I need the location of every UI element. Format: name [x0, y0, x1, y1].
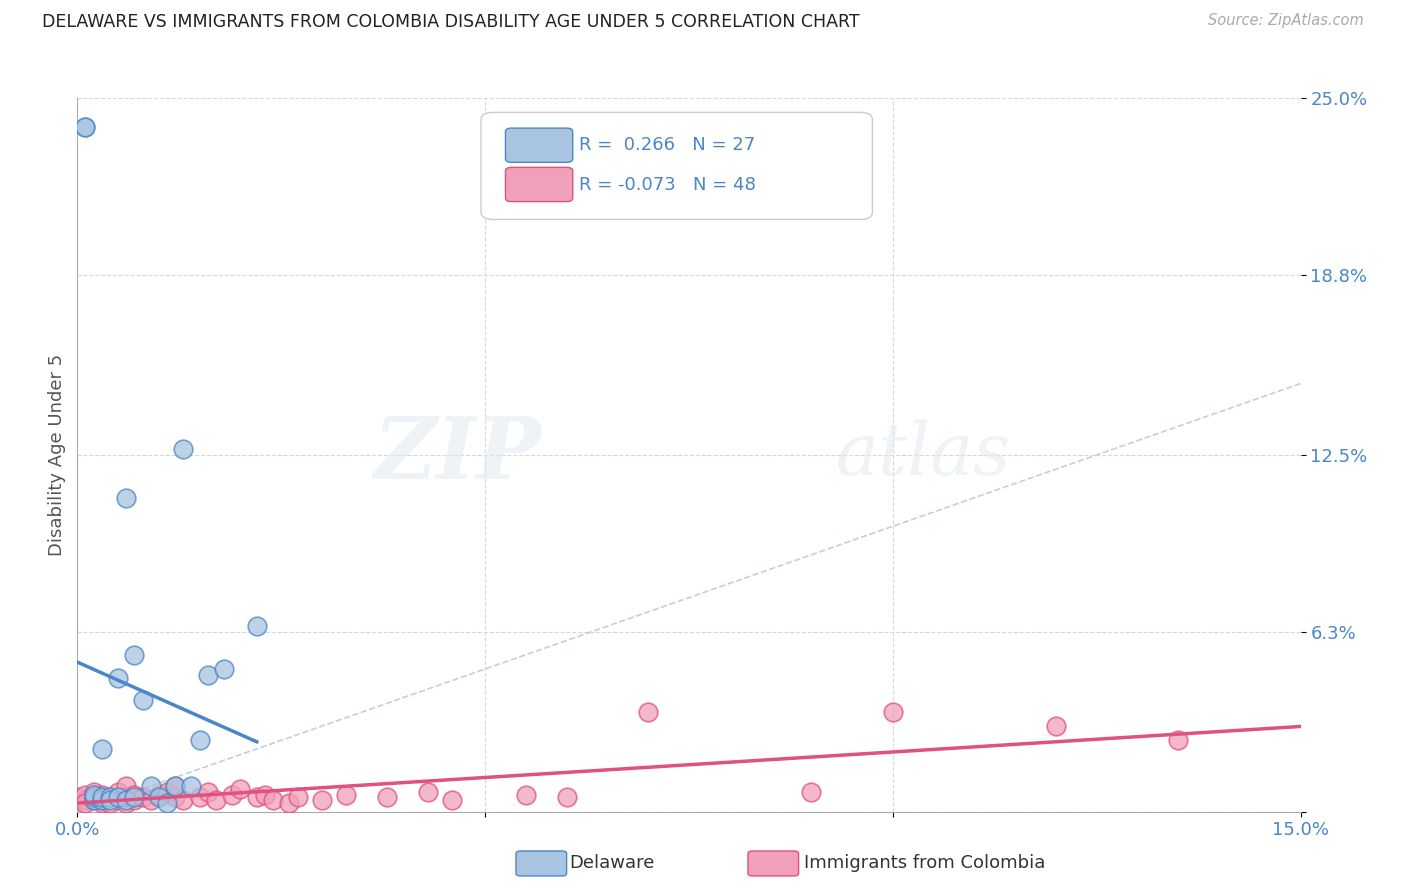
Point [75, 788, 97, 802]
Point [555, 790, 578, 805]
FancyBboxPatch shape [506, 128, 572, 162]
Point [172, 793, 194, 807]
Text: Immigrants from Colombia: Immigrants from Colombia [804, 854, 1046, 871]
Point [90, 793, 112, 807]
Point [115, 491, 138, 505]
Point [83, 788, 105, 802]
Point [83, 788, 105, 802]
Point [98, 793, 121, 807]
Text: Delaware: Delaware [569, 854, 655, 871]
Point [90, 790, 112, 805]
Point [98, 796, 121, 810]
Point [253, 788, 276, 802]
Point [83, 785, 105, 799]
Point [212, 662, 235, 676]
Point [75, 796, 97, 810]
Point [229, 781, 252, 796]
Point [66, 790, 89, 805]
Point [90, 796, 112, 810]
Point [416, 785, 439, 799]
Point [115, 796, 138, 810]
Point [83, 793, 105, 807]
Point [148, 790, 170, 805]
Point [165, 779, 187, 793]
Point [246, 790, 269, 805]
Point [124, 793, 146, 807]
Point [131, 790, 153, 805]
Point [188, 790, 211, 805]
Point [246, 619, 269, 633]
Point [124, 648, 146, 662]
Y-axis label: Disability Age Under 5: Disability Age Under 5 [48, 354, 66, 556]
Point [75, 120, 97, 134]
Point [197, 667, 219, 681]
Point [90, 788, 112, 802]
Point [515, 788, 537, 802]
Point [107, 785, 129, 799]
Point [262, 793, 284, 807]
Point [165, 790, 187, 805]
Point [98, 790, 121, 805]
Point [83, 793, 105, 807]
Text: Source: ZipAtlas.com: Source: ZipAtlas.com [1208, 13, 1364, 29]
Point [98, 790, 121, 805]
Point [278, 796, 301, 810]
Point [800, 785, 823, 799]
Point [375, 790, 398, 805]
Point [197, 785, 219, 799]
Point [156, 785, 179, 799]
Point [1167, 733, 1189, 747]
Point [83, 790, 105, 805]
Point [221, 788, 243, 802]
Point [637, 705, 659, 719]
Point [180, 779, 202, 793]
Text: ZIP: ZIP [374, 413, 543, 497]
Text: R = -0.073   N = 48: R = -0.073 N = 48 [579, 177, 756, 194]
Point [441, 793, 464, 807]
Text: R =  0.266   N = 27: R = 0.266 N = 27 [579, 136, 755, 154]
Point [107, 793, 129, 807]
Point [882, 705, 904, 719]
Point [287, 790, 309, 805]
FancyBboxPatch shape [506, 168, 572, 202]
Point [335, 788, 357, 802]
Point [90, 793, 112, 807]
Point [1045, 719, 1067, 733]
Point [148, 788, 170, 802]
Point [124, 788, 146, 802]
Text: DELAWARE VS IMMIGRANTS FROM COLOMBIA DISABILITY AGE UNDER 5 CORRELATION CHART: DELAWARE VS IMMIGRANTS FROM COLOMBIA DIS… [42, 13, 860, 31]
Point [124, 790, 146, 805]
Point [107, 671, 129, 685]
Point [115, 793, 138, 807]
Point [205, 793, 228, 807]
Point [90, 742, 112, 756]
Point [107, 790, 129, 805]
Point [75, 793, 97, 807]
Point [115, 779, 138, 793]
Point [139, 793, 162, 807]
Point [188, 733, 211, 747]
Point [172, 442, 194, 457]
Point [115, 790, 138, 805]
Point [311, 793, 333, 807]
Point [139, 779, 162, 793]
Point [75, 120, 97, 134]
Point [131, 693, 153, 707]
Point [165, 779, 187, 793]
FancyBboxPatch shape [481, 112, 873, 219]
Point [156, 796, 179, 810]
Text: atlas: atlas [835, 419, 1011, 491]
